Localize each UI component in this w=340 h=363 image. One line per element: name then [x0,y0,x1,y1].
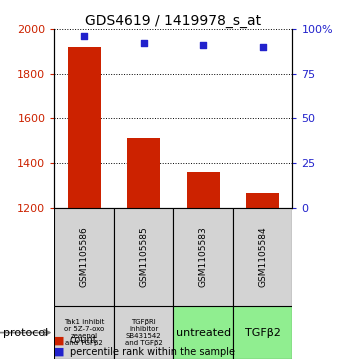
Text: GSM1105584: GSM1105584 [258,227,267,287]
Bar [187,172,220,208]
Text: GSM1105586: GSM1105586 [80,226,89,287]
Text: protocol: protocol [3,327,49,338]
Text: count: count [70,335,97,346]
Text: GSM1105583: GSM1105583 [199,226,208,287]
Text: TGFβ2: TGFβ2 [245,327,280,338]
Bar [114,306,173,359]
Point [81,33,87,39]
Text: TGFβRI
inhibitor
SB431542
and TGFβ2: TGFβRI inhibitor SB431542 and TGFβ2 [125,319,163,346]
Bar [54,208,114,306]
Point [260,44,265,50]
Point [200,42,206,48]
Text: untreated: untreated [175,327,231,338]
Bar [233,208,292,306]
Point [141,40,146,46]
Bar [246,193,279,208]
Bar [127,138,160,208]
Text: GSM1105585: GSM1105585 [139,226,148,287]
Bar [233,306,292,359]
Bar [54,306,114,359]
Bar [114,208,173,306]
Text: ■: ■ [54,335,65,346]
Text: ■: ■ [54,347,65,357]
Bar [68,47,101,208]
Bar [173,306,233,359]
Bar [173,208,233,306]
Text: Tak1 inhibit
or 5Z-7-oxo
zeaenol
and TGFβ2: Tak1 inhibit or 5Z-7-oxo zeaenol and TGF… [64,319,104,346]
Text: percentile rank within the sample: percentile rank within the sample [70,347,235,357]
Title: GDS4619 / 1419978_s_at: GDS4619 / 1419978_s_at [85,14,261,28]
